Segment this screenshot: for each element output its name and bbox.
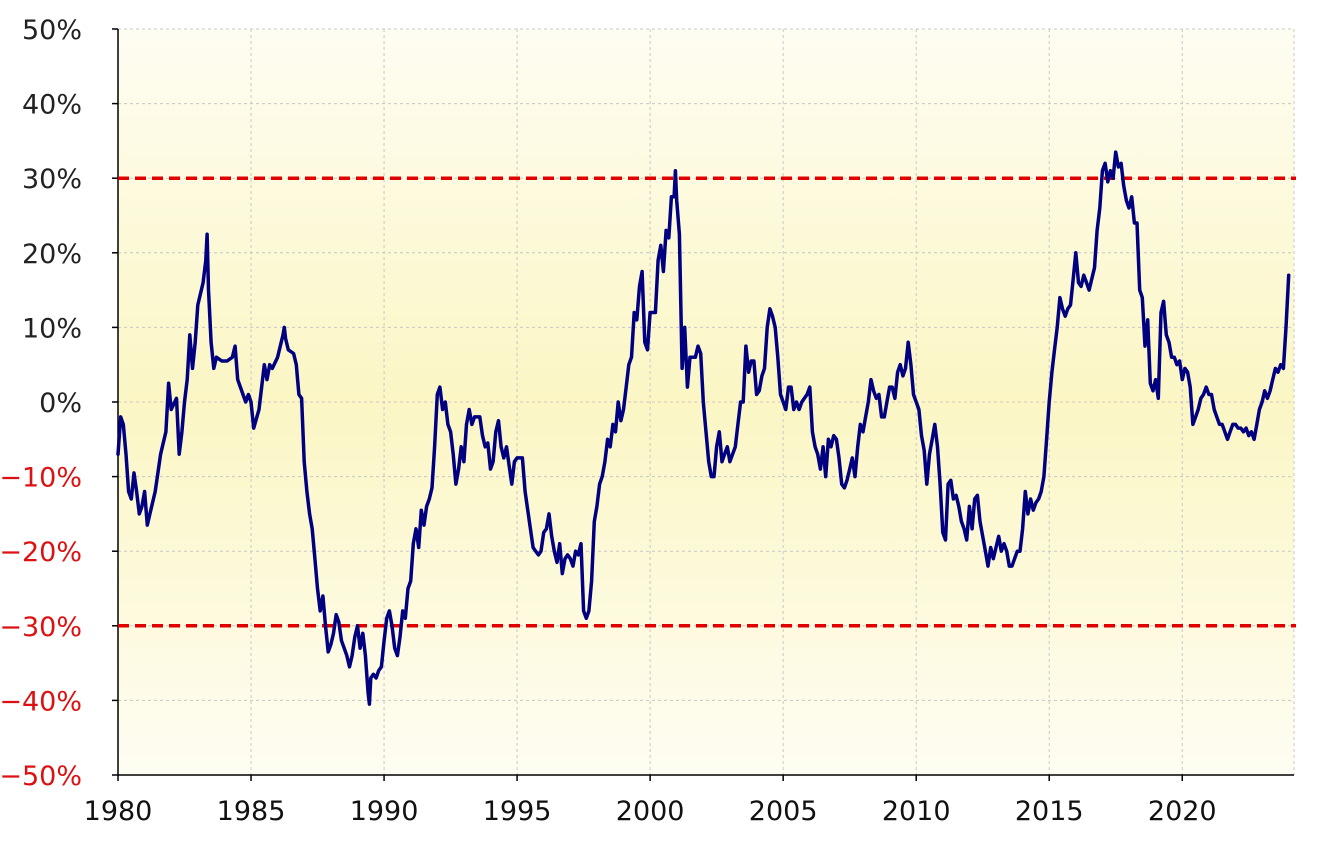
x-tick-label: 1985 bbox=[217, 796, 286, 827]
y-tick-label: 40% bbox=[22, 90, 82, 121]
y-tick-label: 0% bbox=[39, 388, 82, 419]
x-tick-label: 2010 bbox=[882, 796, 951, 827]
y-tick-label: −50% bbox=[0, 761, 82, 792]
y-tick-label: −40% bbox=[0, 686, 82, 717]
x-tick-label: 2000 bbox=[616, 796, 685, 827]
y-tick-label: 20% bbox=[22, 239, 82, 270]
x-tick-label: 1995 bbox=[483, 796, 552, 827]
x-tick-label: 1980 bbox=[84, 796, 153, 827]
x-tick-labels: 1980 1985 1990 1995 2000 2005 2010 2015 2020 bbox=[84, 796, 1217, 827]
y-tick-label: 10% bbox=[22, 313, 82, 344]
y-tick-label: −20% bbox=[0, 537, 82, 568]
axes bbox=[112, 28, 1294, 781]
y-tick-label: 50% bbox=[22, 15, 82, 46]
x-tick-label: 1990 bbox=[350, 796, 419, 827]
y-tick-labels: 50% 40% 30% 20% 10% 0% −10% −20% −30% −40% −50% bbox=[0, 15, 82, 792]
y-tick-label: 30% bbox=[22, 164, 82, 195]
series-line bbox=[116, 150, 1291, 706]
x-tick-label: 2015 bbox=[1015, 796, 1084, 827]
series-layer bbox=[116, 150, 1291, 706]
y-tick-label: −30% bbox=[0, 612, 82, 643]
x-tick-label: 2005 bbox=[749, 796, 818, 827]
y-tick-label: −10% bbox=[0, 463, 82, 494]
reference-lines bbox=[118, 176, 1296, 628]
x-tick-label: 2020 bbox=[1148, 796, 1217, 827]
